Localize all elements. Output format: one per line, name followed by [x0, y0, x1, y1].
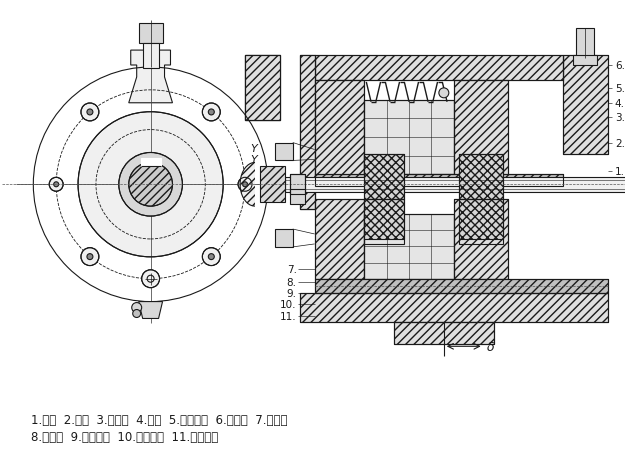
Text: 1.磁轭  2.线圈  3.制动簧  4.衔铁  5.释放螺钉  6.释放板  7.花键套: 1.磁轭 2.线圈 3.制动簧 4.衔铁 5.释放螺钉 6.释放板 7.花键套: [31, 413, 288, 426]
Text: 11.: 11.: [280, 312, 297, 322]
Bar: [285, 178, 627, 193]
Circle shape: [119, 153, 182, 217]
Bar: [290, 175, 305, 195]
Bar: [364, 155, 404, 200]
Bar: [364, 155, 404, 200]
Bar: [245, 56, 280, 120]
Polygon shape: [129, 51, 172, 104]
Bar: [315, 279, 608, 293]
Polygon shape: [240, 163, 255, 206]
Text: 3.: 3.: [615, 113, 625, 122]
Bar: [245, 56, 280, 120]
Bar: [454, 200, 508, 279]
Bar: [290, 175, 305, 195]
Bar: [394, 323, 493, 344]
Bar: [573, 56, 597, 66]
Text: 8.制动盘  9.空心螺栓  10.安装螺钉  11.电机端盖: 8.制动盘 9.空心螺栓 10.安装螺钉 11.电机端盖: [31, 430, 219, 443]
Bar: [300, 56, 315, 210]
Bar: [300, 293, 608, 323]
Bar: [364, 215, 454, 279]
Bar: [459, 155, 503, 200]
Bar: [315, 200, 364, 279]
Bar: [300, 293, 608, 323]
Circle shape: [142, 270, 159, 288]
Bar: [459, 200, 503, 239]
Bar: [563, 56, 608, 155]
Text: 5.: 5.: [615, 84, 625, 94]
Text: 10.: 10.: [280, 299, 297, 309]
Bar: [245, 56, 280, 120]
Circle shape: [87, 254, 93, 260]
Text: 1.: 1.: [615, 167, 625, 177]
Bar: [454, 81, 508, 180]
Bar: [315, 56, 563, 81]
Circle shape: [81, 248, 99, 266]
Bar: [364, 100, 454, 175]
Bar: [275, 230, 293, 247]
Circle shape: [439, 89, 449, 99]
Text: Y: Y: [250, 143, 257, 153]
Circle shape: [208, 110, 214, 116]
Text: δ: δ: [487, 340, 494, 353]
Bar: [140, 159, 161, 167]
Bar: [315, 56, 563, 81]
Bar: [315, 279, 608, 293]
Bar: [315, 200, 364, 279]
Circle shape: [50, 178, 63, 192]
Bar: [300, 56, 315, 210]
Circle shape: [243, 182, 248, 188]
Circle shape: [78, 113, 223, 257]
Bar: [290, 190, 305, 205]
Bar: [459, 200, 503, 244]
Bar: [139, 24, 162, 44]
Circle shape: [81, 104, 99, 122]
Bar: [275, 143, 293, 161]
Bar: [315, 81, 364, 180]
Circle shape: [203, 248, 220, 266]
Text: 9.: 9.: [287, 288, 297, 298]
Polygon shape: [260, 167, 285, 203]
Circle shape: [203, 104, 220, 122]
Text: 4.: 4.: [615, 99, 625, 108]
Circle shape: [208, 254, 214, 260]
Circle shape: [33, 68, 268, 302]
Text: 7.: 7.: [287, 264, 297, 274]
Bar: [315, 81, 364, 180]
Text: Y: Y: [250, 155, 257, 165]
Circle shape: [238, 178, 252, 192]
Bar: [394, 323, 493, 344]
Bar: [364, 100, 454, 175]
Bar: [459, 155, 503, 200]
Circle shape: [132, 303, 142, 313]
Bar: [315, 175, 563, 187]
Bar: [300, 46, 623, 373]
Bar: [454, 81, 508, 180]
Bar: [143, 44, 159, 69]
Bar: [454, 200, 508, 279]
Text: 8.: 8.: [287, 277, 297, 287]
Bar: [315, 175, 563, 187]
Bar: [563, 56, 608, 155]
Bar: [576, 29, 594, 59]
Polygon shape: [139, 302, 162, 319]
Bar: [364, 200, 404, 244]
Circle shape: [54, 182, 59, 188]
Text: 2.: 2.: [615, 138, 625, 148]
Circle shape: [129, 163, 172, 206]
Circle shape: [87, 110, 93, 116]
Bar: [300, 56, 315, 210]
Bar: [364, 200, 404, 239]
Circle shape: [133, 310, 140, 318]
Bar: [364, 215, 454, 279]
Text: 6.: 6.: [615, 61, 625, 71]
